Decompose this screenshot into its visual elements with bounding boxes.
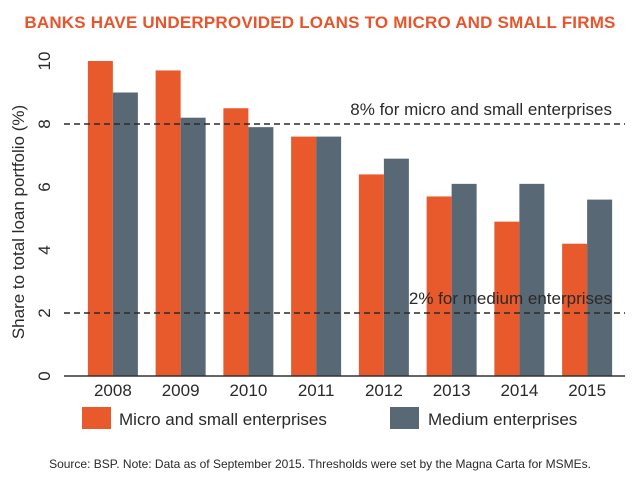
- x-tick-label: 2015: [568, 381, 606, 400]
- y-axis-label: Share to total loan portfolio (%): [9, 105, 28, 339]
- threshold-label-2: 2% for medium enterprises: [409, 289, 612, 308]
- bar-medium-2009: [180, 117, 206, 376]
- bar-medium-2015: [587, 199, 613, 376]
- y-tick-label: 2: [35, 308, 54, 317]
- bar-medium-2010: [248, 127, 274, 377]
- x-tick-label: 2012: [365, 381, 403, 400]
- legend: Micro and small enterprises Medium enterp…: [82, 407, 577, 429]
- bar-medium-2013: [451, 183, 477, 376]
- legend-swatch-medium: [390, 407, 419, 429]
- bars: [87, 61, 613, 377]
- bar-medium-2012: [383, 158, 409, 376]
- bar-micro-small-2014: [494, 221, 520, 376]
- source-note: Source: BSP. Note: Data as of September …: [49, 457, 591, 471]
- legend-swatch-micro-small: [82, 407, 111, 429]
- y-tick-label: 6: [35, 182, 54, 191]
- legend-label-micro-small: Micro and small enterprises: [119, 410, 327, 429]
- y-axis-ticks: 0 2 4 6 8 10: [35, 52, 54, 381]
- bar-micro-small-2012: [358, 174, 384, 376]
- bar-micro-small-2009: [155, 70, 181, 376]
- legend-label-medium: Medium enterprises: [428, 410, 577, 429]
- threshold-lines: 8% for micro and small enterprises 2% for…: [64, 100, 625, 314]
- bar-medium-2014: [519, 183, 545, 376]
- x-tick-label: 2010: [229, 381, 267, 400]
- threshold-label-8: 8% for micro and small enterprises: [350, 100, 612, 119]
- bar-micro-small-2015: [562, 243, 588, 376]
- x-tick-label: 2009: [162, 381, 200, 400]
- x-tick-label: 2008: [94, 381, 132, 400]
- y-tick-label: 10: [35, 52, 54, 71]
- x-axis-ticks: 2008 2009 2010 2011 2012 2013 2014 2015: [94, 381, 606, 400]
- x-tick-label: 2014: [500, 381, 538, 400]
- y-tick-label: 8: [35, 119, 54, 128]
- bar-medium-2008: [112, 92, 138, 376]
- x-tick-label: 2013: [433, 381, 471, 400]
- y-tick-label: 0: [35, 371, 54, 380]
- chart-title: BANKS HAVE UNDERPROVIDED LOANS TO MICRO …: [24, 13, 615, 32]
- x-tick-label: 2011: [298, 381, 335, 400]
- bar-medium-2011: [316, 136, 342, 376]
- bar-micro-small-2010: [223, 108, 249, 376]
- bar-micro-small-2013: [426, 196, 452, 376]
- bar-micro-small-2011: [291, 136, 317, 376]
- bar-micro-small-2008: [87, 61, 113, 376]
- y-tick-label: 4: [35, 245, 54, 254]
